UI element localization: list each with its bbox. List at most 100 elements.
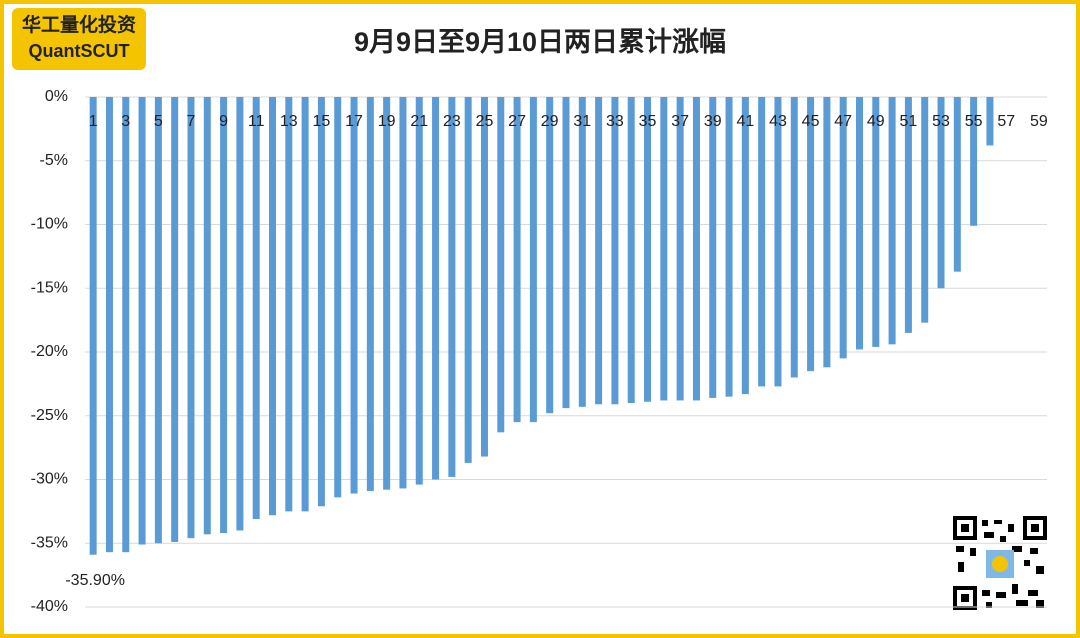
bar	[399, 97, 407, 489]
bar	[741, 97, 749, 395]
bar	[89, 97, 97, 555]
bar	[350, 97, 358, 494]
bar	[595, 97, 603, 405]
x-tick-label: 19	[378, 113, 396, 130]
bar	[676, 97, 684, 401]
bar	[366, 97, 374, 491]
bar	[317, 97, 325, 507]
bar	[497, 97, 505, 433]
bar	[154, 97, 162, 544]
bar	[758, 97, 766, 387]
bar	[839, 97, 847, 359]
bar	[105, 97, 113, 553]
y-tick-label: -15%	[31, 279, 68, 296]
y-tick-label: 0%	[45, 88, 68, 105]
x-tick-label: 33	[606, 113, 624, 130]
bar	[790, 97, 798, 378]
y-tick-label: -20%	[31, 343, 68, 360]
logo-cn: 华工量化投资	[22, 13, 136, 36]
x-tick-label: 25	[476, 113, 494, 130]
qr-code	[952, 515, 1048, 611]
bar	[953, 97, 961, 272]
y-tick-label: -10%	[31, 216, 68, 233]
x-tick-label: 15	[313, 113, 331, 130]
bar	[252, 97, 260, 520]
bar	[970, 97, 978, 226]
bar	[138, 97, 146, 545]
bar	[986, 97, 994, 146]
bar	[807, 97, 815, 372]
chart-title: 9月9日至9月10日两日累计涨幅	[354, 27, 726, 57]
x-tick-label: 49	[867, 113, 885, 130]
x-tick-label: 37	[671, 113, 689, 130]
bar	[480, 97, 488, 457]
y-tick-label: -25%	[31, 407, 68, 424]
bar	[904, 97, 912, 333]
bar	[562, 97, 570, 409]
bar	[432, 97, 440, 480]
bar	[937, 97, 945, 289]
bar	[627, 97, 635, 403]
x-tick-label: 57	[997, 113, 1015, 130]
bar	[269, 97, 277, 516]
x-tick-label: 1	[89, 113, 98, 130]
value-label: -35.90%	[65, 572, 125, 589]
x-tick-label: 11	[248, 113, 265, 130]
logo-box	[12, 8, 146, 70]
x-tick-label: 55	[965, 113, 983, 130]
x-tick-label: 45	[802, 113, 820, 130]
bar	[529, 97, 537, 423]
x-tick-label: 17	[345, 113, 363, 130]
bar	[220, 97, 228, 534]
bar	[546, 97, 554, 414]
logo-en: QuantSCUT	[29, 41, 130, 61]
x-tick-label: 51	[900, 113, 918, 130]
bar	[823, 97, 831, 368]
bar	[644, 97, 652, 402]
x-tick-label: 31	[573, 113, 591, 130]
bar	[171, 97, 179, 542]
x-tick-label: 43	[769, 113, 787, 130]
x-tick-label: 41	[736, 113, 754, 130]
x-tick-label: 3	[121, 113, 130, 130]
bar	[872, 97, 880, 347]
bar	[285, 97, 293, 512]
x-tick-label: 7	[187, 113, 196, 130]
bar	[383, 97, 391, 490]
bar	[513, 97, 521, 423]
bar	[122, 97, 130, 553]
x-tick-label: 53	[932, 113, 950, 130]
x-tick-label: 27	[508, 113, 526, 130]
bar	[415, 97, 423, 485]
x-tick-label: 35	[639, 113, 657, 130]
bar	[725, 97, 733, 397]
bar	[301, 97, 309, 512]
bar	[203, 97, 211, 535]
bar	[236, 97, 244, 531]
bar	[611, 97, 619, 405]
x-tick-label: 9	[219, 113, 228, 130]
x-tick-label: 39	[704, 113, 722, 130]
bar	[187, 97, 195, 539]
bar	[692, 97, 700, 401]
y-tick-label: -40%	[31, 598, 68, 615]
bar	[578, 97, 586, 407]
x-tick-label: 21	[410, 113, 428, 130]
x-tick-label: 47	[834, 113, 852, 130]
bar	[709, 97, 717, 398]
bar	[888, 97, 896, 345]
y-tick-label: -35%	[31, 534, 68, 551]
bar	[448, 97, 456, 477]
bar	[774, 97, 782, 387]
bar	[334, 97, 342, 498]
bar	[464, 97, 472, 463]
x-tick-label: 29	[541, 113, 559, 130]
bar	[660, 97, 668, 401]
x-tick-label: 59	[1030, 113, 1048, 130]
x-tick-label: 13	[280, 113, 298, 130]
bar	[855, 97, 863, 350]
y-tick-label: -30%	[31, 471, 68, 488]
